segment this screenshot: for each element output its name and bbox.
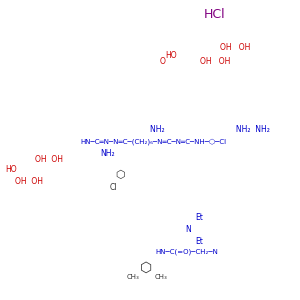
Text: ⬡: ⬡ [115,170,125,180]
Text: Et: Et [195,214,203,223]
Text: HO: HO [165,50,177,59]
Text: OH   OH: OH OH [220,44,250,52]
Text: Et: Et [195,238,203,247]
Text: N: N [185,226,191,235]
Text: NH₂                              NH₂  NH₂: NH₂ NH₂ NH₂ [150,125,270,134]
Text: O: O [160,58,166,67]
Text: OH  OH: OH OH [35,155,63,164]
Text: ⬡: ⬡ [140,261,152,275]
Text: OH   OH: OH OH [200,58,230,67]
Text: HCl: HCl [204,8,226,22]
Text: Cl: Cl [110,184,118,193]
Text: CH₃: CH₃ [155,274,168,280]
Text: HO: HO [5,166,16,175]
Text: HN─C(=O)─CH₂─N: HN─C(=O)─CH₂─N [155,249,218,255]
Text: NH₂: NH₂ [100,149,115,158]
Text: HN─C═N─N═C─(CH₂)₆─N═C─N═C─NH─⬡─Cl: HN─C═N─N═C─(CH₂)₆─N═C─N═C─NH─⬡─Cl [80,139,226,145]
Text: CH₃: CH₃ [127,274,140,280]
Text: OH  OH: OH OH [15,178,43,187]
